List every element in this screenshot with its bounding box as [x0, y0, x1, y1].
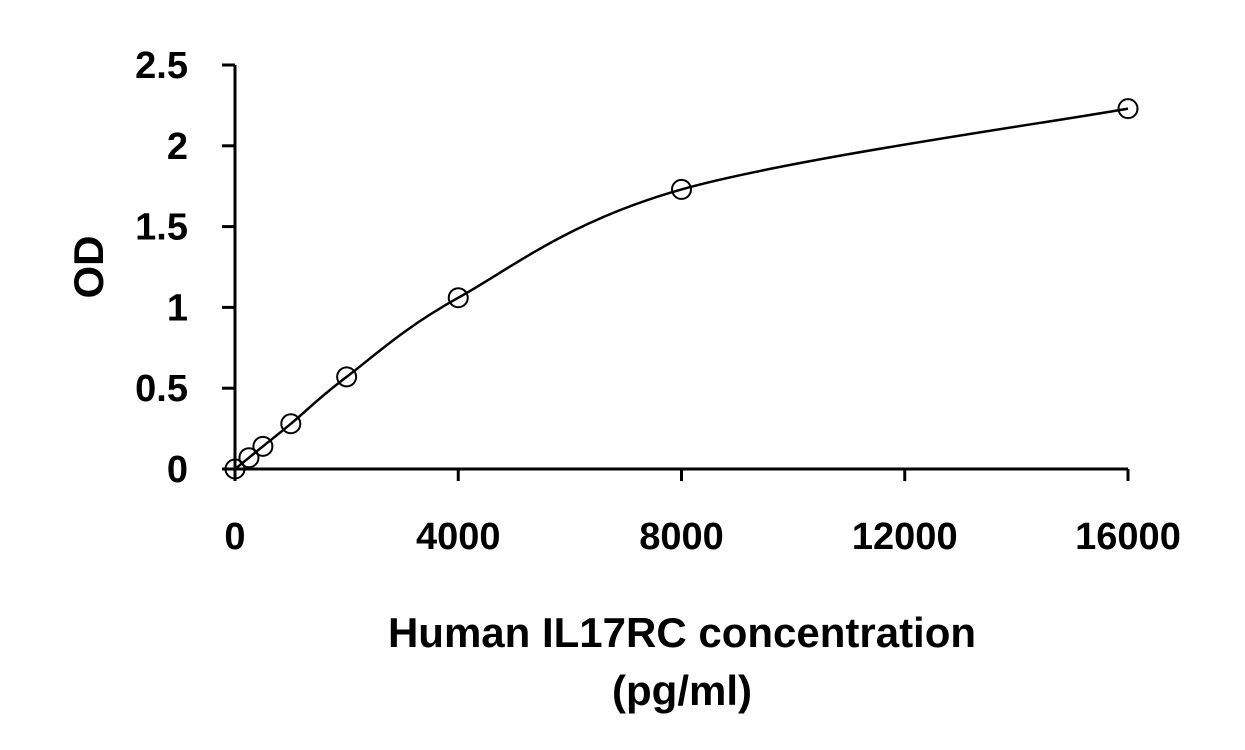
y-tick-label: 1: [167, 287, 188, 329]
x-tick-label: 8000: [639, 516, 724, 558]
data-points: [224, 98, 1139, 480]
data-point: [252, 435, 274, 457]
x-axis-title: Human IL17RC concentration: [388, 609, 976, 656]
x-tick-label: 12000: [852, 516, 958, 558]
y-tick-label: 0: [167, 449, 188, 491]
data-point: [447, 287, 469, 309]
x-axis-unit: (pg/ml): [612, 667, 752, 714]
x-axis-ticks: 0 4000 8000 12000 16000: [224, 469, 1181, 558]
y-tick-label: 2.5: [135, 45, 188, 87]
data-point: [238, 447, 260, 469]
data-point: [1117, 98, 1139, 120]
axes: [233, 65, 1128, 481]
y-axis-title: OD: [65, 236, 112, 299]
data-point: [280, 413, 302, 435]
x-tick-label: 0: [224, 516, 245, 558]
y-tick-label: 1.5: [135, 207, 188, 249]
data-point: [224, 458, 246, 480]
y-tick-label: 0.5: [135, 368, 188, 410]
y-axis-ticks: 0 0.5 1 1.5 2 2.5: [135, 45, 235, 491]
y-tick-label: 2: [167, 126, 188, 168]
x-tick-label: 4000: [416, 516, 501, 558]
fit-curve-group: [234, 107, 1129, 470]
data-point: [671, 178, 692, 200]
fit-curve: [234, 107, 1129, 470]
data-point: [336, 366, 358, 388]
x-tick-label: 16000: [1075, 516, 1181, 558]
